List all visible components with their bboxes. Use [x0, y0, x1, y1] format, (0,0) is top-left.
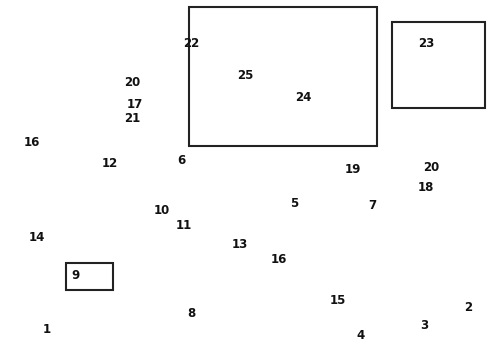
Text: 1: 1: [43, 323, 50, 336]
Text: 8: 8: [187, 307, 195, 320]
Text: 9: 9: [72, 269, 80, 282]
Text: 19: 19: [344, 163, 361, 176]
Text: 2: 2: [464, 301, 472, 314]
Text: 21: 21: [124, 112, 141, 125]
Text: 24: 24: [295, 91, 312, 104]
Text: 20: 20: [423, 161, 440, 174]
Text: 4: 4: [356, 329, 364, 342]
Text: 7: 7: [368, 199, 376, 212]
Text: 22: 22: [183, 37, 199, 50]
Text: 6: 6: [177, 154, 185, 167]
Text: 13: 13: [232, 238, 248, 251]
Text: 11: 11: [175, 219, 192, 231]
Text: 25: 25: [237, 69, 253, 82]
Text: 3: 3: [420, 319, 428, 332]
Text: 16: 16: [24, 136, 40, 149]
Text: 18: 18: [418, 181, 435, 194]
Text: 16: 16: [271, 253, 288, 266]
Text: 14: 14: [28, 231, 45, 244]
Text: 5: 5: [290, 197, 298, 210]
Text: 17: 17: [126, 98, 143, 111]
Text: 10: 10: [153, 204, 170, 217]
Text: 20: 20: [124, 76, 141, 89]
Text: 12: 12: [102, 157, 119, 170]
Text: 23: 23: [418, 37, 435, 50]
Text: 15: 15: [330, 294, 346, 307]
